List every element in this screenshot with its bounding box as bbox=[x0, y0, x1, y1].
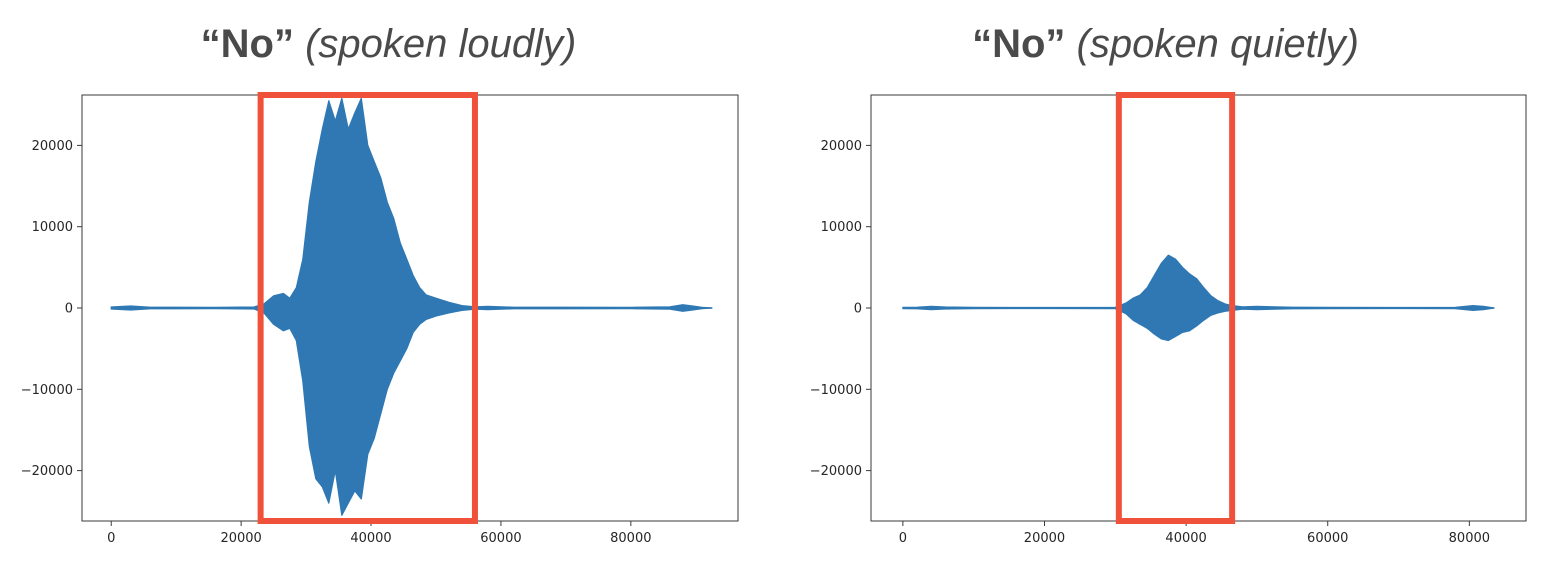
y-tick-label-quiet-3: −10000 bbox=[810, 383, 862, 398]
y-tick-label-loud-1: 10000 bbox=[32, 220, 73, 235]
chart-title-loud-note: (spoken loudly) bbox=[305, 22, 577, 66]
x-tick-label-quiet-2: 40000 bbox=[1165, 531, 1206, 546]
waveform-chart-loud: 0 20000 40000 60000 80000 20000 10000 0 −10000 −2… bbox=[21, 92, 739, 546]
waveform-quiet-0 bbox=[902, 254, 1495, 342]
x-tick-label-loud-0: 0 bbox=[107, 531, 115, 546]
highlight-box-loud bbox=[257, 92, 478, 524]
x-tick-label-quiet-1: 20000 bbox=[1024, 531, 1065, 546]
waveform-chart-quiet: 0 20000 40000 60000 80000 20000 10000 0 −10000 −2… bbox=[810, 92, 1527, 546]
highlight-box-quiet bbox=[1115, 92, 1236, 524]
x-tick-label-quiet-3: 60000 bbox=[1307, 531, 1348, 546]
chart-panel-loud: “No” (spoken loudly) 0 20000 40000 60000 800… bbox=[0, 22, 777, 546]
y-tick-label-loud-3: −10000 bbox=[21, 383, 73, 398]
chart-panel-quiet: “No” (spoken quietly) 0 20000 40000 60000 80… bbox=[777, 0, 1554, 576]
chart-title-quiet-word: “No” bbox=[972, 22, 1066, 66]
chart-title-quiet-note: (spoken quietly) bbox=[1076, 22, 1359, 66]
x-tick-label-loud-4: 80000 bbox=[610, 531, 651, 546]
chart-title-loud: “No” (spoken loudly) bbox=[0, 22, 777, 67]
y-tick-label-quiet-1: 10000 bbox=[821, 220, 862, 235]
x-tick-label-loud-1: 20000 bbox=[220, 531, 261, 546]
y-tick-label-quiet-4: −20000 bbox=[810, 464, 862, 479]
x-tick-label-loud-3: 60000 bbox=[480, 531, 521, 546]
y-tick-label-quiet-0: 20000 bbox=[821, 139, 862, 154]
x-tick-label-quiet-0: 0 bbox=[899, 531, 907, 546]
x-tick-label-loud-2: 40000 bbox=[350, 531, 391, 546]
y-tick-label-loud-2: 0 bbox=[65, 302, 73, 317]
x-tick-label-quiet-4: 80000 bbox=[1449, 531, 1490, 546]
chart-title-loud-word: “No” bbox=[200, 22, 294, 66]
y-tick-label-quiet-2: 0 bbox=[854, 302, 862, 317]
y-tick-label-loud-4: −20000 bbox=[21, 464, 73, 479]
chart-title-quiet: “No” (spoken quietly) bbox=[777, 22, 1554, 67]
y-tick-label-loud-0: 20000 bbox=[32, 139, 73, 154]
